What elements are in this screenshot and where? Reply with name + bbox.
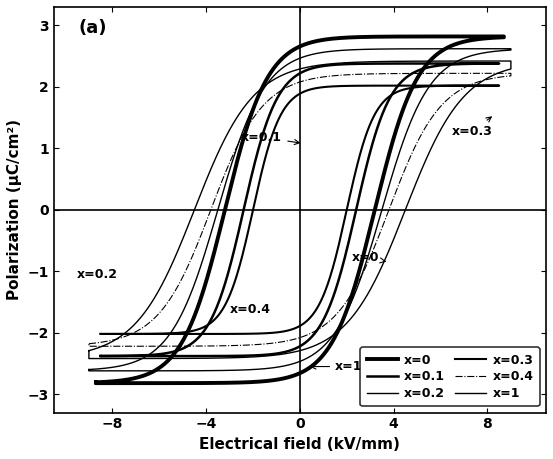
x=0.2 [86,356,92,361]
x=0 [92,380,99,385]
x=0.3 [97,331,104,337]
x=0.1 [97,353,104,359]
x=0.2 [86,348,92,353]
x=1 [366,46,372,52]
x=1 [508,46,514,51]
x=1 [369,241,375,246]
x=0.2 [366,59,372,65]
Line: x=0.1: x=0.1 [101,63,499,356]
x=0 [363,34,369,39]
x=0.4 [279,87,285,93]
x=0 [367,228,373,234]
x=0.3 [362,83,368,89]
x=1 [352,47,358,52]
x=0.1 [97,353,104,359]
x=0.3 [393,90,400,95]
x=0.1 [362,61,368,67]
x=0.1 [393,84,400,90]
x=0.2 [369,284,375,289]
x=1 [279,66,285,71]
x=0.3 [282,328,289,334]
x=0.4 [399,173,406,178]
Text: x=0.2: x=0.2 [77,268,118,281]
x=0.4 [86,341,92,347]
x=0.1 [349,61,356,67]
Text: x=0.4: x=0.4 [229,303,270,316]
x=1 [399,141,406,146]
x=0.2 [399,215,406,220]
x=0 [92,380,99,385]
Legend: x=0, x=0.1, x=0.2, x=0.3, x=0.4, x=1: x=0, x=0.1, x=0.2, x=0.3, x=0.4, x=1 [361,347,540,406]
Text: x=1: x=1 [311,360,363,373]
x=0.2 [352,60,358,65]
x=0.3 [97,331,104,337]
x=0 [500,34,507,39]
Line: x=0.3: x=0.3 [101,86,499,334]
x=0.3 [97,331,104,337]
x=0.3 [280,108,286,114]
x=0 [395,118,402,124]
x=0.4 [366,71,372,77]
x=0.4 [352,72,358,77]
x=0 [282,375,289,381]
x=1 [86,368,92,374]
x=0.3 [496,83,503,89]
x=0.2 [281,351,288,357]
x=0.2 [508,58,514,64]
x=0.3 [365,127,372,132]
Text: x=0.3: x=0.3 [452,117,493,138]
x=0.1 [280,86,286,92]
x=0.4 [281,339,288,344]
x=0.2 [279,73,285,78]
x=0.1 [365,157,372,162]
Line: x=0.4: x=0.4 [89,73,511,346]
x=0 [92,381,99,386]
x=0 [350,34,357,40]
Text: x=0.1: x=0.1 [241,131,299,145]
Line: x=1: x=1 [89,49,511,371]
X-axis label: Electrical field (kV/mm): Electrical field (kV/mm) [200,437,400,452]
x=0.4 [86,343,92,349]
x=0.1 [496,61,503,66]
Text: x=0: x=0 [352,251,385,264]
x=1 [86,367,92,372]
x=0 [279,56,286,61]
x=0.1 [282,349,289,355]
x=0.3 [349,83,356,89]
Text: (a): (a) [79,19,107,37]
Line: x=0: x=0 [96,36,504,383]
x=0.4 [369,250,375,255]
Y-axis label: Polarization (μC/cm²): Polarization (μC/cm²) [7,119,22,300]
x=0.4 [86,341,92,347]
x=1 [281,363,288,369]
x=0.1 [97,353,104,359]
Line: x=0.2: x=0.2 [89,61,511,358]
x=0.4 [508,71,514,76]
x=1 [86,367,92,372]
x=0.2 [86,348,92,353]
